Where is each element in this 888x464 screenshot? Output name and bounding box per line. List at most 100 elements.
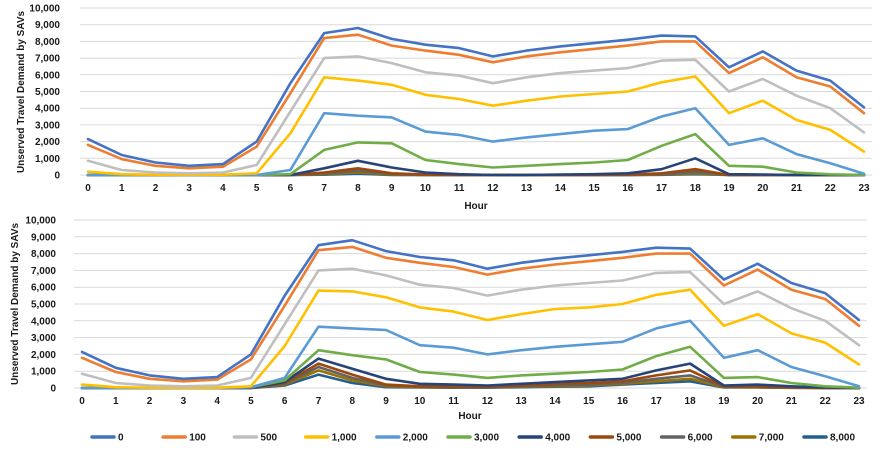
legend-item-5000: 5,000 xyxy=(588,433,642,444)
x-tick-label: 19 xyxy=(723,183,735,194)
x-tick-label: 4 xyxy=(220,183,226,194)
x-tick-label: 14 xyxy=(549,396,561,407)
legend-label: 1,000 xyxy=(332,433,357,444)
legend-label: 100 xyxy=(189,433,206,444)
x-tick-label: 12 xyxy=(482,396,494,407)
chart-top-x-axis: 0 1 2 3 4 5 6 7 8 9 10 11 12 13 14 15 16 17 18 19 20 21 22 23 xyxy=(85,183,870,194)
legend-item-3000: 3,000 xyxy=(446,433,499,444)
legend-item-100: 100 xyxy=(161,433,206,444)
x-tick-label: 2 xyxy=(147,396,153,407)
x-tick-label: 15 xyxy=(583,396,595,407)
x-tick-label: 8 xyxy=(355,183,361,194)
chart-bottom: 0 1,000 2,000 3,000 4,000 5,000 6,000 7,000 8,00… xyxy=(10,216,867,422)
legend-item-8000: 8,000 xyxy=(802,433,855,444)
x-tick-label: 10 xyxy=(420,183,432,194)
legend-label: 500 xyxy=(260,433,277,444)
y-tick-label: 8,000 xyxy=(31,249,56,260)
y-tick-label: 3,000 xyxy=(31,333,56,344)
legend-label: 4,000 xyxy=(545,433,570,444)
y-tick-label: 9,000 xyxy=(35,20,60,31)
legend-item-2000: 2,000 xyxy=(375,433,428,444)
legend-label: 6,000 xyxy=(688,433,713,444)
x-tick-label: 7 xyxy=(321,183,327,194)
y-tick-label: 2,000 xyxy=(31,350,56,361)
legend-item-500: 500 xyxy=(232,433,278,444)
series-line-0 xyxy=(80,238,861,381)
y-tick-label: 10,000 xyxy=(25,216,56,227)
chart-bottom-y-axis: 0 1,000 2,000 3,000 4,000 5,000 6,000 7,000 8,00… xyxy=(25,216,56,395)
y-tick-label: 0 xyxy=(50,384,56,395)
legend-item-0: 0 xyxy=(90,433,124,444)
x-tick-label: 13 xyxy=(516,396,528,407)
y-tick-label: 5,000 xyxy=(35,87,60,98)
series-line-100 xyxy=(80,245,861,383)
x-tick-label: 11 xyxy=(454,183,465,194)
x-tick-label: 6 xyxy=(288,183,294,194)
series-line-500 xyxy=(80,267,861,388)
y-tick-label: 7,000 xyxy=(35,54,60,65)
x-tick-label: 7 xyxy=(316,396,322,407)
x-tick-label: 16 xyxy=(617,396,629,407)
y-tick-label: 4,000 xyxy=(35,104,60,115)
x-tick-label: 3 xyxy=(181,396,187,407)
series-line-1000 xyxy=(80,288,861,390)
chart-top-y-axis: 0 1,000 2,000 3,000 4,000 5,000 6,000 7,000 8,00… xyxy=(29,4,60,182)
series-line-100 xyxy=(86,33,866,170)
legend: 0 100 500 1,000 2,000 3,000 4,000 5,000 6,000 7,0… xyxy=(90,433,855,444)
x-tick-label: 18 xyxy=(690,183,702,194)
x-tick-label: 0 xyxy=(79,396,85,407)
x-tick-label: 12 xyxy=(487,183,499,194)
x-tick-label: 9 xyxy=(383,396,389,407)
y-tick-label: 7,000 xyxy=(31,266,56,277)
x-tick-label: 19 xyxy=(718,396,730,407)
x-tick-label: 22 xyxy=(825,183,837,194)
y-tick-label: 4,000 xyxy=(31,316,56,327)
chart-top: 0 1,000 2,000 3,000 4,000 5,000 6,000 7,000 8,00… xyxy=(16,4,872,212)
y-tick-label: 6,000 xyxy=(31,283,56,294)
x-tick-label: 17 xyxy=(651,396,663,407)
y-tick-label: 3,000 xyxy=(35,120,60,131)
x-tick-label: 18 xyxy=(685,396,697,407)
x-tick-label: 4 xyxy=(214,396,220,407)
y-tick-label: 5,000 xyxy=(31,300,56,311)
series-line-4000 xyxy=(80,357,861,390)
x-tick-label: 6 xyxy=(282,396,288,407)
legend-label: 5,000 xyxy=(616,433,641,444)
x-tick-label: 23 xyxy=(858,183,870,194)
x-tick-label: 9 xyxy=(389,183,395,194)
x-tick-label: 3 xyxy=(186,183,192,194)
chart-bottom-series xyxy=(80,238,861,390)
legend-label: 8,000 xyxy=(830,433,855,444)
x-tick-label: 17 xyxy=(656,183,668,194)
x-tick-label: 1 xyxy=(113,396,119,407)
chart-bottom-x-axis: 0 1 2 3 4 5 6 7 8 9 10 11 12 13 14 15 16 17 18 19 20 21 22 23 xyxy=(79,396,865,407)
chart-top-series xyxy=(86,26,866,177)
x-tick-label: 1 xyxy=(119,183,125,194)
x-tick-label: 5 xyxy=(248,396,254,407)
y-tick-label: 8,000 xyxy=(35,37,60,48)
x-tick-label: 20 xyxy=(757,183,769,194)
y-tick-label: 1,000 xyxy=(31,367,56,378)
chart-top-y-axis-label: Unserved Travel Demand by SAVs xyxy=(16,11,27,174)
chart-top-x-axis-label: Hour xyxy=(464,201,487,212)
legend-item-1000: 1,000 xyxy=(303,433,357,444)
y-tick-label: 2,000 xyxy=(35,137,60,148)
series-line-1000 xyxy=(86,75,866,177)
y-tick-label: 1,000 xyxy=(35,154,60,165)
series-line-0 xyxy=(86,26,866,168)
x-tick-label: 2 xyxy=(153,183,159,194)
x-tick-label: 21 xyxy=(791,183,803,194)
series-line-500 xyxy=(86,55,866,175)
y-tick-label: 6,000 xyxy=(35,70,60,81)
x-tick-label: 11 xyxy=(448,396,459,407)
chart-bottom-gridlines xyxy=(74,219,867,389)
legend-label: 0 xyxy=(118,433,124,444)
legend-item-6000: 6,000 xyxy=(659,433,713,444)
x-tick-label: 14 xyxy=(555,183,567,194)
legend-label: 7,000 xyxy=(759,433,784,444)
legend-item-7000: 7,000 xyxy=(731,433,784,444)
x-tick-label: 22 xyxy=(820,396,832,407)
legend-item-4000: 4,000 xyxy=(517,433,571,444)
